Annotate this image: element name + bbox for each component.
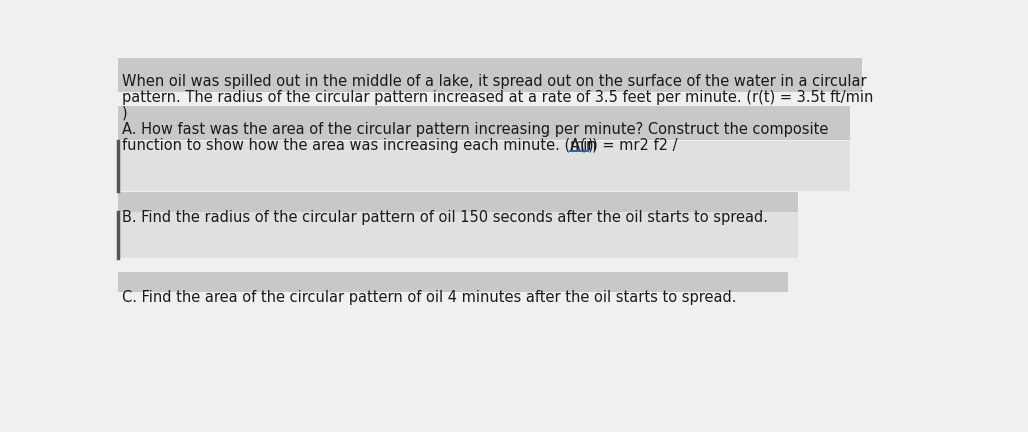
Text: pattern. The radius of the circular pattern increased at a rate of 3.5 feet per : pattern. The radius of the circular patt… — [122, 90, 874, 105]
Text: B. Find the radius of the circular pattern of oil 150 seconds after the oil star: B. Find the radius of the circular patte… — [122, 210, 768, 225]
FancyBboxPatch shape — [118, 212, 798, 258]
FancyBboxPatch shape — [118, 58, 862, 92]
FancyBboxPatch shape — [118, 141, 850, 191]
Text: function to show how the area was increasing each minute. (A(r) = mr2 f2 /: function to show how the area was increa… — [122, 138, 677, 153]
Text: ): ) — [122, 106, 127, 121]
Text: A. How fast was the area of the circular pattern increasing per minute? Construc: A. How fast was the area of the circular… — [122, 122, 829, 137]
Text: C. Find the area of the circular pattern of oil 4 minutes after the oil starts t: C. Find the area of the circular pattern… — [122, 290, 736, 305]
FancyBboxPatch shape — [118, 106, 850, 140]
Text: min: min — [570, 138, 597, 153]
Text: When oil was spilled out in the middle of a lake, it spread out on the surface o: When oil was spilled out in the middle o… — [122, 74, 867, 89]
Text: ).: ). — [588, 138, 598, 153]
FancyBboxPatch shape — [118, 192, 798, 212]
FancyBboxPatch shape — [118, 272, 788, 292]
